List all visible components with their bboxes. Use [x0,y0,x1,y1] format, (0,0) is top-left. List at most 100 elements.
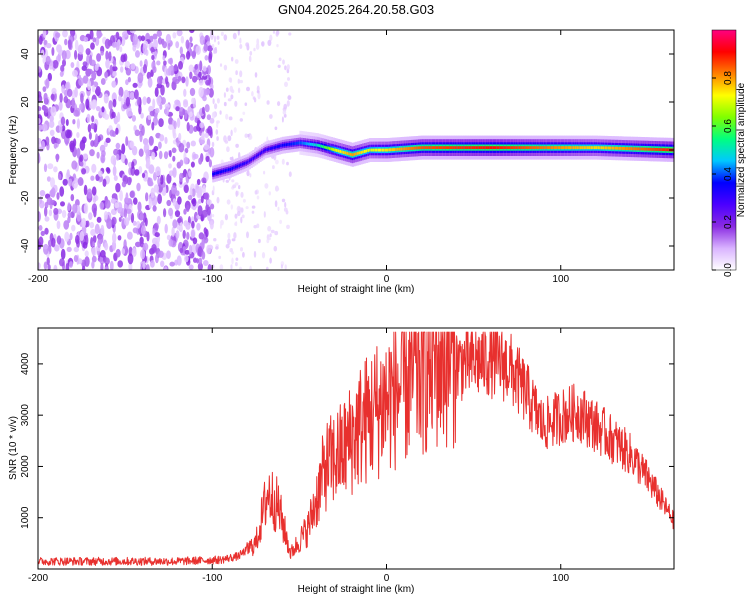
spectrogram-sparse-blob [246,170,250,177]
spectrogram-noise-blob [126,231,133,240]
spectrogram-noise-blob [122,31,128,38]
spectrogram-sparse-blob [216,196,220,204]
spectrogram-noise-blob [81,65,88,71]
spectrogram-noise-blob [140,249,146,260]
spectrogram-noise-blob [153,145,159,152]
spectrogram-ridge-cell [248,159,252,163]
spectrogram-sparse-blob [286,224,290,229]
spectrogram-sparse-blob [251,205,256,209]
spectrogram-noise-blob [208,88,214,98]
spectrogram-noise-blob [76,118,80,129]
spectrogram-sparse-blob [231,179,235,183]
spectrogram-sparse-blob [263,170,266,175]
spectrogram-noise-blob [106,167,111,174]
spectrogram-ridge-cell [536,146,539,150]
spectrogram-noise-blob [91,84,95,93]
spectrogram-ridge-cell [576,146,579,150]
spectrogram-noise-blob [143,64,147,74]
spectrogram-ridge-cell [372,148,375,152]
spectrogram-ridge-cell [635,147,638,151]
snr-y-tick-label: 1000 [20,506,31,529]
spectrogram-noise-blob [188,170,192,178]
spectrogram-noise-blob [69,261,73,268]
spectrogram-sparse-blob [230,94,234,100]
spectrogram-sparse-blob [223,92,226,98]
spectrogram-ridge-cell [381,148,384,152]
spectrogram-ridge-cell [426,146,429,150]
spectrogram-ridge-cell [559,146,562,150]
spectrogram-ridge-cell [337,149,340,153]
spectrogram-noise-blob [76,132,80,138]
spectrogram-noise-blob [41,123,48,132]
spectrogram-noise-blob [77,44,84,55]
spectrogram-noise-blob [59,93,63,103]
spectrogram-noise-blob [65,82,70,91]
spectrogram-noise-blob [195,201,199,209]
spectrogram-noise-blob [199,35,205,46]
spectrogram-noise-blob [146,264,150,270]
spectrogram-ridge-cell [491,146,494,150]
spectrogram-noise-blob [109,260,114,270]
spectrogram-noise-blob [140,225,146,235]
spectrogram-noise-blob [80,161,84,167]
spectrogram-sparse-blob [282,110,287,115]
spectrogram-sparse-blob [276,30,280,35]
spectrogram-noise-blob [125,192,129,204]
colorbar-ticks: 0.0 0.2 0.4 0.6 0.8 [712,71,734,277]
spectrogram-ridge-cell [243,162,246,165]
spectrogram-sparse-blob [235,143,239,148]
spectrogram-noise-blob [173,63,178,72]
spectrogram-sparse-blob [218,255,222,260]
spectrogram-ridge-cell [543,146,546,150]
spectrogram-noise-blob [92,99,98,109]
spectrogram-ridge-cell [660,148,663,151]
spectrogram-noise-blob [179,247,184,254]
spectrogram-noise-blob [118,217,122,222]
spectrogram-ridge-cell [241,162,245,166]
spectrogram-noise-blob [160,97,166,105]
spectrogram-ridge-cell [376,148,379,152]
spectrogram-ridge-cell [419,146,422,150]
spectrogram-noise-blob [156,215,161,225]
spectrogram-ridge-cell [311,143,314,146]
spectrogram-noise-blob [48,209,53,217]
spectrogram-sparse-blob [231,238,236,242]
spectrogram-sparse-blob [227,238,231,245]
spectrogram-noise-blob [206,199,212,205]
spectrogram-noise-blob [157,177,161,186]
spectrogram-sparse-blob [214,47,217,51]
spectrogram-sparse-blob [240,207,244,213]
spectrogram-sparse-blob [231,56,234,62]
spectrogram-noise-blob [87,68,93,75]
spectrogram-noise-blob [199,139,205,145]
spectrogram-ridge-cell [487,146,490,150]
spectrogram-noise-blob [125,68,132,76]
spectrogram-noise-blob [150,187,155,198]
spectrogram-noise-blob [108,100,113,110]
spectrogram-noise-blob [125,208,132,214]
spectrogram-ridge-cell [560,146,563,150]
spectrogram-noise-blob [136,182,141,192]
spectrogram-sparse-blob [277,206,280,211]
spectrogram-ridge-cell [492,146,496,150]
spectrogram-sparse-blob [240,216,243,224]
colorbar-tick-label: 0.2 [723,215,734,229]
spectrogram-ridge-cell [534,146,537,150]
spectrogram-noise-blob [42,30,47,38]
spectrogram-noise-blob [152,33,158,40]
spectrogram-noise-blob [98,175,104,183]
spectrogram-noise-blob [44,106,49,113]
spectrogram-ridge-cell [667,148,670,152]
spectrogram-ridge-cell [569,146,572,150]
spectrogram-sparse-blob [225,113,229,120]
spectrogram-noise-blob [201,251,206,260]
spectrogram-ridge-cell [557,146,560,150]
spectrogram-sparse-blob [216,136,219,141]
spectrogram-x-tick-label: 100 [552,274,569,285]
snr-x-tick-label: 0 [384,573,390,584]
spectrogram-noise-blob [183,100,189,108]
spectrogram-ridge-cell [628,147,631,151]
spectrogram-noise-blob [118,86,124,98]
spectrogram-sparse-blob [284,81,288,88]
spectrogram-ridge-cell [309,142,313,146]
